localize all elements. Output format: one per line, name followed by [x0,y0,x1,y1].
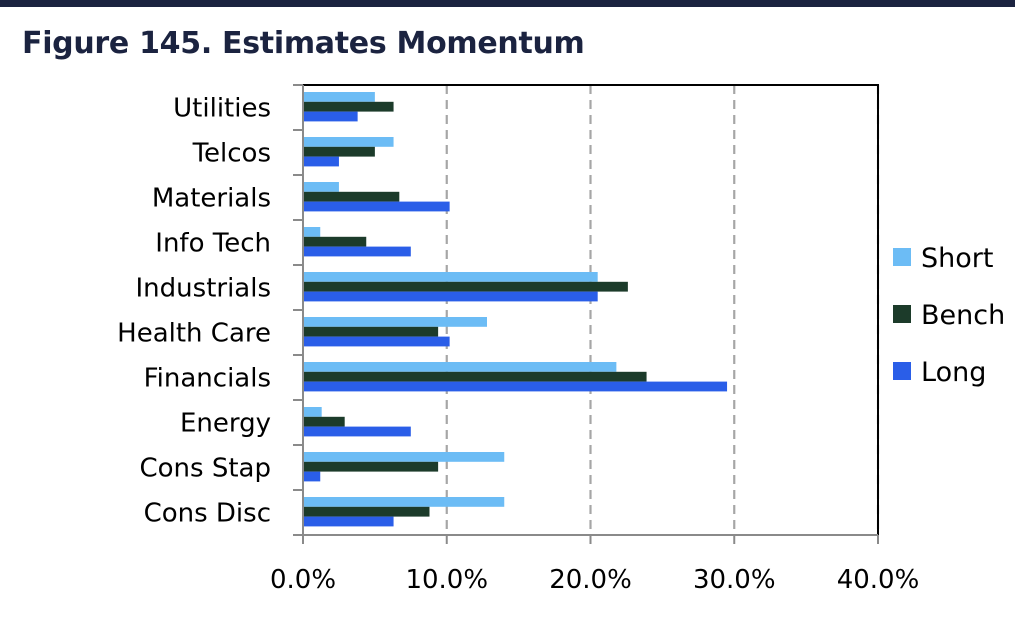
category-label: Telcos [192,139,271,169]
bar-short-info-tech [303,227,321,237]
legend: Short Bench Long [893,243,1005,388]
bar-bench-cons-stap [303,461,439,472]
bar-bench-energy [303,416,345,427]
category-label: Utilities [173,94,271,124]
bar-long-cons-disc [303,516,394,527]
category-label: Health Care [117,319,271,349]
bar-bench-info-tech [303,236,367,247]
category-label: Cons Stap [140,454,272,484]
bar-bench-industrials [303,281,628,292]
bar-long-info-tech [303,246,411,257]
bar-long-financials [303,381,728,392]
bar-long-utilities [303,111,358,122]
x-tick-label: 20.0% [549,565,632,595]
bar-short-telcos [303,137,394,147]
bar-bench-health-care [303,326,439,337]
legend-swatch-bench [893,305,911,323]
top-rule [0,0,1015,7]
bar-short-energy [303,407,322,417]
bar-long-health-care [303,336,450,347]
x-tick-label: 40.0% [837,565,920,595]
bar-long-telcos [303,156,339,167]
bars [303,92,728,527]
plot-frame [303,84,879,535]
bar-short-cons-disc [303,497,505,507]
bar-long-energy [303,426,411,437]
bar-bench-financials [303,371,647,382]
bar-short-financials [303,362,617,372]
category-label: Industrials [136,274,271,304]
axes [293,84,879,544]
figure-title: Figure 145. Estimates Momentum [22,26,585,61]
category-label: Financials [144,364,271,394]
legend-label-long: Long [921,357,986,388]
category-label: Info Tech [155,229,271,259]
legend-label-short: Short [921,243,993,274]
bar-bench-utilities [303,101,394,112]
bar-short-utilities [303,92,375,102]
bar-short-industrials [303,272,598,282]
bar-short-cons-stap [303,452,505,462]
x-tick-label: 10.0% [405,565,488,595]
x-tick-labels: 0.0% 10.0% 20.0% 30.0% 40.0% [270,565,919,595]
bar-bench-telcos [303,146,375,157]
category-label: Cons Disc [144,499,271,529]
legend-swatch-long [893,362,911,380]
gridlines [445,85,880,535]
bar-long-materials [303,201,450,212]
bar-long-industrials [303,291,598,302]
bar-short-materials [303,182,339,192]
bar-bench-cons-disc [303,506,430,517]
category-label: Materials [152,184,271,214]
category-label: Energy [180,409,271,439]
legend-label-bench: Bench [921,300,1005,331]
bar-bench-materials [303,191,400,202]
x-tick-label: 0.0% [270,565,336,595]
legend-swatch-short [893,248,911,266]
bar-short-health-care [303,317,487,327]
x-tick-label: 30.0% [693,565,776,595]
bar-long-cons-stap [303,471,321,482]
category-labels: Utilities Telcos Materials Info Tech Industr… [117,94,271,529]
